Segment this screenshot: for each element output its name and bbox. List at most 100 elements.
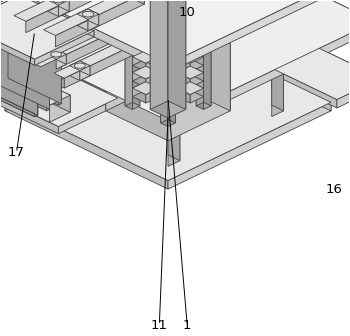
Polygon shape xyxy=(168,31,181,45)
Polygon shape xyxy=(49,85,70,112)
Polygon shape xyxy=(190,41,204,56)
Polygon shape xyxy=(41,31,115,77)
Polygon shape xyxy=(168,15,181,30)
Polygon shape xyxy=(177,73,190,87)
Polygon shape xyxy=(48,0,58,11)
Polygon shape xyxy=(132,35,146,50)
Polygon shape xyxy=(0,24,35,66)
Polygon shape xyxy=(177,10,190,25)
Polygon shape xyxy=(132,66,146,81)
Polygon shape xyxy=(52,34,64,111)
Polygon shape xyxy=(0,91,58,134)
Polygon shape xyxy=(5,24,168,111)
Polygon shape xyxy=(168,0,181,14)
Ellipse shape xyxy=(74,63,85,68)
Polygon shape xyxy=(104,26,115,41)
Polygon shape xyxy=(0,21,49,110)
Polygon shape xyxy=(168,0,180,67)
Polygon shape xyxy=(43,0,132,41)
Polygon shape xyxy=(155,77,181,89)
Polygon shape xyxy=(168,0,180,61)
Polygon shape xyxy=(190,50,204,66)
Polygon shape xyxy=(155,8,168,24)
Polygon shape xyxy=(48,0,58,16)
Polygon shape xyxy=(156,0,168,67)
Polygon shape xyxy=(70,66,80,81)
Polygon shape xyxy=(35,31,94,66)
Polygon shape xyxy=(168,0,350,30)
Ellipse shape xyxy=(52,0,64,3)
Polygon shape xyxy=(146,3,159,18)
Polygon shape xyxy=(155,92,181,105)
Polygon shape xyxy=(0,21,49,48)
Polygon shape xyxy=(47,47,49,111)
Polygon shape xyxy=(132,82,146,97)
Polygon shape xyxy=(196,0,204,110)
Polygon shape xyxy=(204,0,211,106)
Polygon shape xyxy=(168,14,181,29)
Polygon shape xyxy=(43,0,144,36)
Polygon shape xyxy=(168,24,181,39)
Polygon shape xyxy=(132,3,159,16)
Polygon shape xyxy=(177,41,190,56)
Polygon shape xyxy=(168,83,181,98)
Polygon shape xyxy=(155,77,168,92)
Polygon shape xyxy=(168,21,350,129)
Polygon shape xyxy=(58,98,118,134)
Polygon shape xyxy=(168,99,181,114)
Polygon shape xyxy=(161,0,168,123)
Polygon shape xyxy=(46,54,56,69)
Polygon shape xyxy=(132,35,159,48)
Polygon shape xyxy=(174,0,350,99)
Polygon shape xyxy=(155,24,168,39)
Polygon shape xyxy=(0,62,43,98)
Polygon shape xyxy=(190,82,204,97)
Polygon shape xyxy=(155,55,181,68)
Polygon shape xyxy=(0,27,38,54)
Polygon shape xyxy=(0,28,35,117)
Polygon shape xyxy=(14,15,26,33)
Polygon shape xyxy=(177,50,204,63)
Polygon shape xyxy=(177,3,204,16)
Polygon shape xyxy=(155,24,181,37)
Polygon shape xyxy=(161,0,168,89)
Polygon shape xyxy=(155,30,168,45)
Polygon shape xyxy=(155,61,181,74)
Polygon shape xyxy=(177,82,190,97)
Polygon shape xyxy=(168,92,181,107)
Text: 17: 17 xyxy=(8,146,25,160)
Polygon shape xyxy=(30,26,104,72)
Polygon shape xyxy=(35,52,38,117)
Polygon shape xyxy=(35,52,38,117)
Polygon shape xyxy=(64,34,76,111)
Polygon shape xyxy=(5,102,168,189)
Polygon shape xyxy=(155,14,168,29)
Polygon shape xyxy=(52,34,76,45)
Ellipse shape xyxy=(51,52,62,57)
Polygon shape xyxy=(168,77,181,92)
Polygon shape xyxy=(132,0,140,110)
Text: 16: 16 xyxy=(325,183,342,196)
Polygon shape xyxy=(146,82,159,97)
Polygon shape xyxy=(190,88,204,103)
Polygon shape xyxy=(204,0,211,110)
Polygon shape xyxy=(272,34,284,111)
Polygon shape xyxy=(146,35,159,50)
Polygon shape xyxy=(55,0,144,47)
Polygon shape xyxy=(46,49,56,64)
Polygon shape xyxy=(88,14,99,31)
Polygon shape xyxy=(0,27,38,115)
Polygon shape xyxy=(146,50,159,66)
Polygon shape xyxy=(14,0,115,21)
Polygon shape xyxy=(190,3,204,18)
Polygon shape xyxy=(177,19,204,32)
Polygon shape xyxy=(146,66,159,81)
Polygon shape xyxy=(155,71,168,86)
Polygon shape xyxy=(190,35,204,50)
Polygon shape xyxy=(58,0,69,11)
Polygon shape xyxy=(168,102,331,189)
Polygon shape xyxy=(132,10,146,25)
Polygon shape xyxy=(155,40,181,52)
Polygon shape xyxy=(0,27,38,115)
Polygon shape xyxy=(177,26,190,40)
